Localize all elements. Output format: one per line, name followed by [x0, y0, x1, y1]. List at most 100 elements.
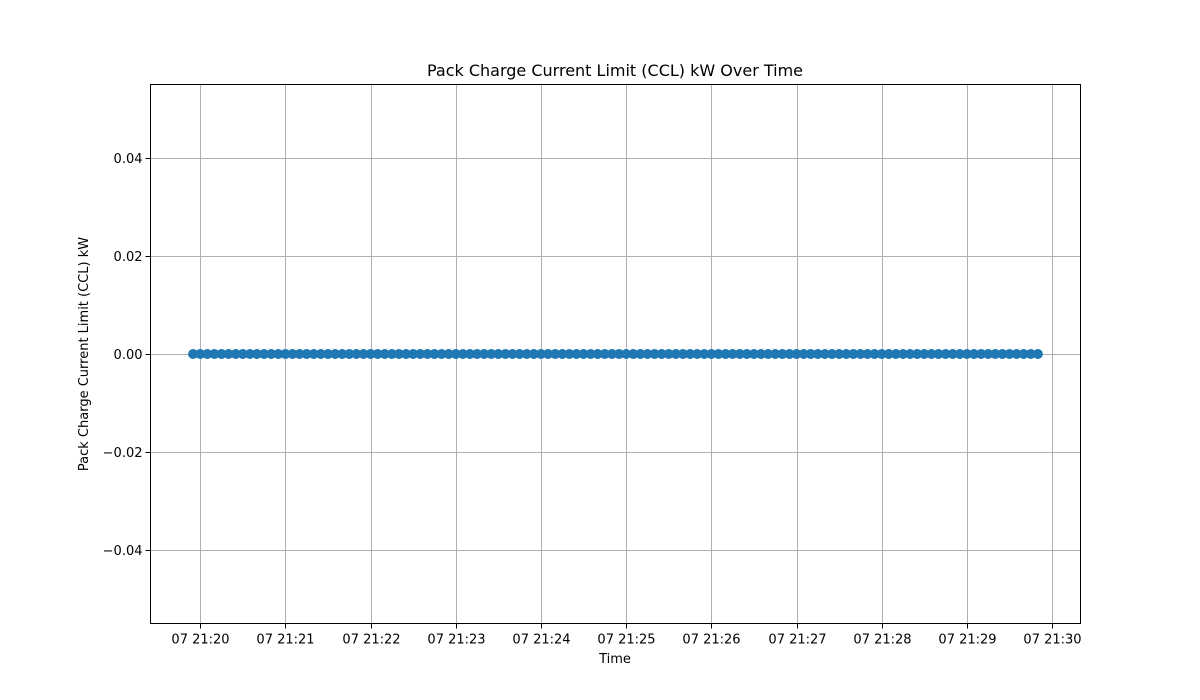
- data-point: [777, 349, 788, 359]
- data-point: [379, 349, 390, 359]
- data-point: [791, 349, 802, 359]
- data-point: [770, 349, 781, 359]
- data-point: [209, 349, 220, 359]
- data-point: [429, 349, 440, 359]
- data-point: [614, 349, 625, 359]
- data-point: [876, 349, 887, 359]
- data-point: [365, 349, 376, 359]
- data-point: [358, 349, 369, 359]
- data-point: [216, 349, 227, 359]
- data-point: [351, 349, 362, 359]
- x-tick-label: 07 21:21: [256, 633, 314, 648]
- data-point: [663, 349, 674, 359]
- data-point: [869, 349, 880, 359]
- data-point: [401, 349, 412, 359]
- data-point: [969, 349, 980, 359]
- data-point: [976, 349, 987, 359]
- data-point: [372, 349, 383, 359]
- data-point: [266, 349, 277, 359]
- data-point: [947, 349, 958, 359]
- data-point: [954, 349, 965, 359]
- data-point: [635, 349, 646, 359]
- data-point: [443, 349, 454, 359]
- data-point: [1018, 349, 1029, 359]
- x-tick-label: 07 21:25: [597, 633, 655, 648]
- data-point: [436, 349, 447, 359]
- data-point: [642, 349, 653, 359]
- data-point: [585, 349, 596, 359]
- data-point: [933, 349, 944, 359]
- data-point: [550, 349, 561, 359]
- data-point: [195, 349, 206, 359]
- data-point: [763, 349, 774, 359]
- data-point: [493, 349, 504, 359]
- data-point: [514, 349, 525, 359]
- x-tick-label: 07 21:20: [171, 633, 229, 648]
- data-point: [741, 349, 752, 359]
- x-axis-label: Time: [598, 652, 631, 667]
- data-point: [841, 349, 852, 359]
- data-point: [251, 349, 262, 359]
- data-point: [507, 349, 518, 359]
- x-tick-label: 07 21:26: [682, 633, 740, 648]
- data-point: [798, 349, 809, 359]
- y-axis-label: Pack Charge Current Limit (CCL) kW: [77, 237, 92, 471]
- x-tick-label: 07 21:23: [427, 633, 485, 648]
- data-point: [500, 349, 511, 359]
- data-point: [990, 349, 1001, 359]
- data-point: [528, 349, 539, 359]
- data-point: [393, 349, 404, 359]
- data-point: [961, 349, 972, 359]
- data-point: [592, 349, 603, 359]
- data-point: [521, 349, 532, 359]
- data-point: [905, 349, 916, 359]
- data-point: [308, 349, 319, 359]
- data-point: [188, 349, 199, 359]
- data-point: [912, 349, 923, 359]
- data-point: [621, 349, 632, 359]
- data-point: [827, 349, 838, 359]
- y-axis-ticks: 0.04 0.02 0.00 −0.02 −0.04: [103, 152, 151, 559]
- data-point: [330, 349, 341, 359]
- data-point: [926, 349, 937, 359]
- data-point: [230, 349, 241, 359]
- data-point: [557, 349, 568, 359]
- x-tick-label: 07 21:28: [853, 633, 911, 648]
- data-point: [883, 349, 894, 359]
- data-point: [599, 349, 610, 359]
- data-point: [564, 349, 575, 359]
- data-point: [649, 349, 660, 359]
- data-point: [848, 349, 859, 359]
- data-point: [819, 349, 830, 359]
- data-point: [535, 349, 546, 359]
- y-tick-label: 0.04: [114, 152, 143, 167]
- data-point: [677, 349, 688, 359]
- data-point: [1011, 349, 1022, 359]
- data-point: [486, 349, 497, 359]
- data-point: [422, 349, 433, 359]
- data-point: [890, 349, 901, 359]
- data-point: [287, 349, 298, 359]
- data-point: [457, 349, 468, 359]
- y-tick-label: −0.04: [103, 544, 143, 559]
- data-point: [301, 349, 312, 359]
- data-point: [244, 349, 255, 359]
- data-point: [983, 349, 994, 359]
- data-point: [571, 349, 582, 359]
- data-point: [386, 349, 397, 359]
- data-point: [578, 349, 589, 359]
- data-point: [202, 349, 213, 359]
- data-point: [734, 349, 745, 359]
- data-point: [805, 349, 816, 359]
- data-point: [472, 349, 483, 359]
- x-tick-label: 07 21:24: [512, 633, 570, 648]
- data-point: [294, 349, 305, 359]
- y-tick-label: 0.00: [114, 348, 143, 363]
- data-point: [656, 349, 667, 359]
- data-point: [834, 349, 845, 359]
- data-point: [1004, 349, 1015, 359]
- data-point: [259, 349, 270, 359]
- x-tick-label: 07 21:30: [1023, 633, 1081, 648]
- data-point: [322, 349, 333, 359]
